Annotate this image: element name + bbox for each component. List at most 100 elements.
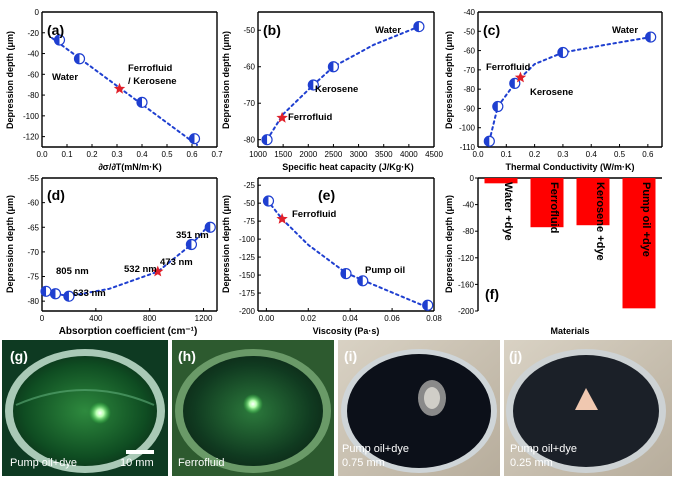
y-tick-label: -100: [23, 112, 40, 121]
photo-j-label: (j): [509, 348, 522, 364]
panel-d-label: (d): [47, 187, 65, 203]
x-tick-label: 2500: [325, 150, 343, 159]
x-tick-label: 800: [143, 314, 157, 323]
panel-a-ylabel: Depression depth (μm): [5, 31, 15, 129]
annotation-ferrofluid: Ferrofluid: [486, 62, 531, 73]
panel-d-ticks: 0 400 800 1200 -55 -60 -65 -70 -75 -80: [27, 174, 213, 323]
annotation-kerosene: Kerosene: [315, 84, 358, 95]
panel-c-label: (c): [483, 22, 500, 38]
panel-e-ticks: 0.00 0.02 0.04 0.06 0.08 -25 -50 -75 -100 -125 -15…: [239, 181, 442, 323]
y-tick-label: -100: [239, 235, 256, 244]
y-tick-label: -70: [243, 99, 255, 108]
data-point-half: [41, 286, 47, 297]
annotation-pump-oil: Pump oil: [365, 265, 405, 276]
ferrofluid-star-marker: [276, 213, 288, 224]
x-tick-label: 0.04: [342, 314, 358, 323]
panel-e: 0.00 0.02 0.04 0.06 0.08 -25 -50 -75 -100 -125 -15…: [221, 177, 442, 336]
photo-j: (j) Pump oil+dye 0.25 mm: [504, 340, 672, 476]
x-tick-label: 3500: [375, 150, 393, 159]
x-tick-label: 0: [40, 314, 45, 323]
data-point-half: [357, 275, 363, 286]
y-tick-label: -50: [243, 26, 255, 35]
y-tick-label: -80: [27, 297, 39, 306]
y-tick-label: -150: [239, 271, 256, 280]
x-tick-label: 0.0: [36, 150, 48, 159]
y-tick-label: -20: [27, 29, 39, 38]
y-tick-label: -120: [458, 254, 475, 263]
panel-e-fit-line: [266, 199, 429, 309]
panel-b-ylabel: Depression depth (μm): [221, 31, 231, 129]
x-tick-label: 0.3: [111, 150, 123, 159]
x-tick-label: 2000: [299, 150, 317, 159]
photo-j-caption: Pump oil+dye: [510, 443, 577, 455]
annotation-water: Water: [612, 25, 638, 36]
panel-a-points: [53, 34, 201, 145]
bar: [484, 178, 518, 184]
x-tick-label: 0.08: [426, 314, 442, 323]
panel-e-points: [262, 195, 434, 311]
data-point-half: [413, 21, 419, 32]
x-tick-label: 0.06: [384, 314, 400, 323]
bar: [530, 178, 564, 228]
y-tick-label: 0: [470, 174, 475, 183]
bar-label: Kerosene +dye: [594, 182, 606, 261]
data-point-half: [509, 78, 515, 89]
x-tick-label: 0.3: [557, 150, 569, 159]
x-tick-label: 0.6: [186, 150, 198, 159]
photo-g-reflection: [15, 389, 155, 406]
photo-i-depression-core: [424, 387, 440, 409]
photo-j-caption2: 0.25 mm: [510, 457, 553, 469]
x-tick-label: 0.0: [472, 150, 484, 159]
photo-h-caption: Ferrofluid: [178, 457, 224, 469]
x-tick-label: 3000: [350, 150, 368, 159]
y-tick-label: -75: [27, 273, 39, 282]
bar: [622, 178, 656, 309]
panel-a-fit-line: [51, 37, 198, 146]
y-tick-label: -160: [458, 280, 475, 289]
y-tick-label: -60: [463, 47, 475, 56]
x-tick-label: 1200: [195, 314, 213, 323]
data-point-half: [54, 35, 60, 46]
bar-label: Ferrofluid: [548, 182, 560, 233]
photo-h-label: (h): [178, 348, 196, 364]
bar-label: Pump oil +dye: [640, 182, 652, 257]
y-tick-label: -200: [239, 307, 256, 316]
data-point-half: [262, 134, 268, 145]
y-tick-label: -75: [243, 217, 255, 226]
y-tick-label: -25: [243, 181, 255, 190]
y-tick-label: -60: [27, 70, 39, 79]
ferrofluid-star-marker: [276, 111, 288, 123]
data-point-half: [50, 288, 56, 299]
data-point-half: [341, 268, 346, 279]
photo-g-scale-bar: [126, 450, 154, 454]
x-tick-label: 0.2: [529, 150, 541, 159]
annotation-633nm: 633 nm: [73, 288, 106, 299]
data-point-half: [137, 97, 142, 108]
photo-g-scale-label: 10 mm: [120, 457, 154, 469]
x-tick-label: 0.7: [211, 150, 223, 159]
panel-c: 0.0 0.1 0.2 0.3 0.4 0.5 0.6 -40 -50 -60 -70 -80 -90 -…: [444, 8, 663, 172]
panel-a-ticks: 0.0 0.1 0.2 0.3 0.4 0.5 0.6 0.7 0 -20 -40 -60 -80 -10…: [23, 8, 223, 159]
photo-i-dish: [347, 354, 491, 468]
panel-f-label: (f): [485, 286, 499, 302]
annotation-ferrofluid: Ferrofluid: [292, 209, 337, 220]
data-point-half: [308, 79, 314, 90]
y-tick-label: -55: [27, 174, 39, 183]
annotation-water: Water: [375, 25, 401, 36]
x-tick-label: 0.00: [259, 314, 275, 323]
panel-d-xlabel: Absorption coefficient (cm⁻¹): [59, 326, 198, 337]
x-tick-label: 0.02: [300, 314, 316, 323]
y-tick-label: -40: [463, 8, 475, 17]
y-tick-label: -100: [459, 124, 476, 133]
y-tick-label: 0: [35, 8, 40, 17]
ferrofluid-star-marker: [113, 82, 126, 94]
y-tick-label: -60: [27, 199, 39, 208]
data-point-half: [422, 300, 428, 311]
data-point-half: [74, 53, 80, 64]
data-point-half: [557, 47, 563, 58]
y-tick-label: -80: [243, 136, 255, 145]
annotation-ferrofluid: Ferrofluid: [128, 63, 173, 74]
y-tick-label: -60: [243, 63, 255, 72]
photo-g-laser-spot: [89, 402, 111, 424]
